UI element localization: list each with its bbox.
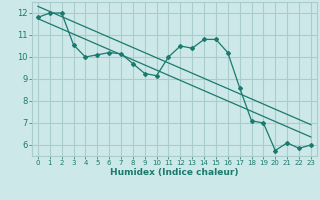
X-axis label: Humidex (Indice chaleur): Humidex (Indice chaleur) xyxy=(110,168,239,177)
